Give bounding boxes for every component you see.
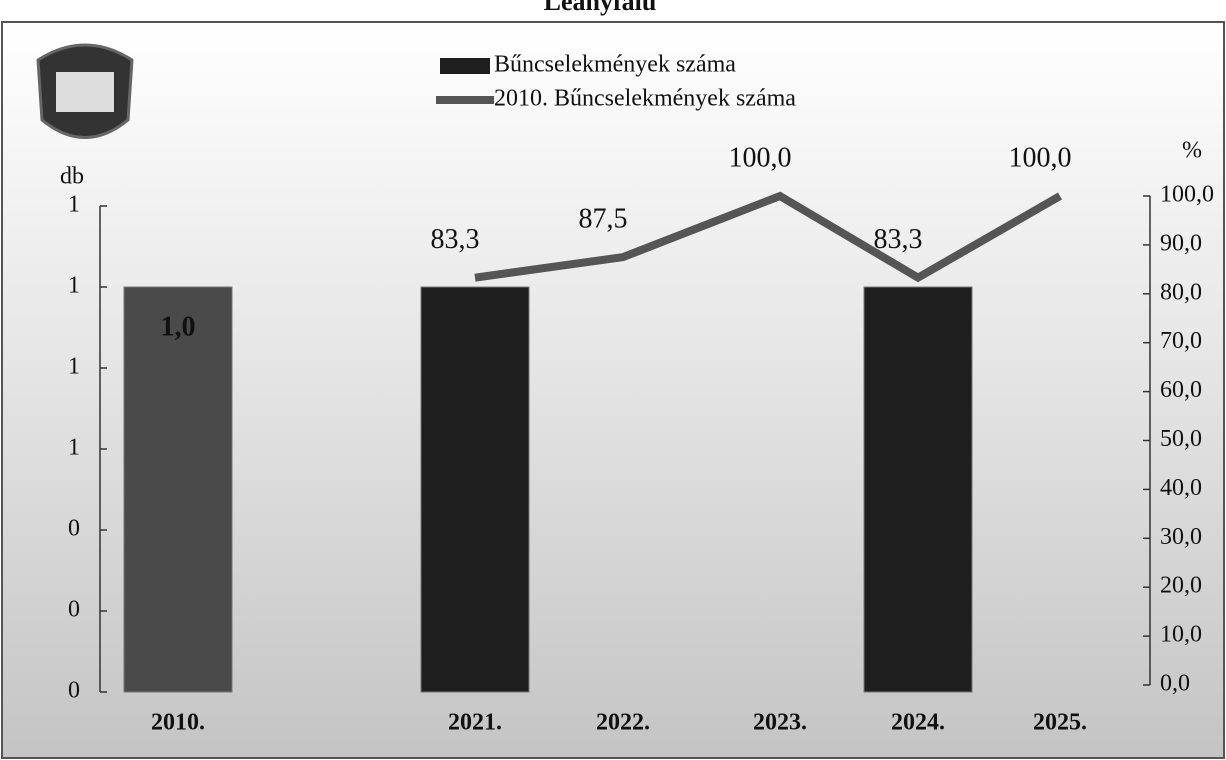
y-tick-label: 1 <box>68 192 80 218</box>
x-tick-label: 2024. <box>891 710 945 736</box>
x-tick-label: 2021. <box>448 710 502 736</box>
legend-label: Bűncselekmények száma <box>494 52 736 78</box>
y2-tick-label: 50,0 <box>1160 426 1202 452</box>
y2-tick-label: 60,0 <box>1160 377 1202 403</box>
y2-tick-label: 40,0 <box>1160 475 1202 501</box>
bar <box>123 286 233 693</box>
y2-tick-label: 70,0 <box>1160 328 1202 354</box>
value-label: 83,3 <box>874 224 923 255</box>
y2-tick-label: 90,0 <box>1160 230 1202 256</box>
y-tick-label: 1 <box>68 435 80 461</box>
chart-title: Leányfalu <box>544 0 657 16</box>
y-tick-label: 0 <box>68 597 80 623</box>
value-label: 100,0 <box>1009 142 1072 173</box>
line <box>474 191 1062 283</box>
legend-swatch <box>440 58 490 74</box>
y-axis-label: db <box>60 164 84 190</box>
x-tick-label: 2022. <box>596 710 650 736</box>
y-tick-label: 1 <box>68 273 80 299</box>
value-label: 100,0 <box>729 142 792 173</box>
y2-tick-label: 0,0 <box>1160 671 1190 697</box>
y-tick-label: 0 <box>68 678 80 704</box>
y2-tick-label: 20,0 <box>1160 573 1202 599</box>
x-tick-label: 2023. <box>753 710 807 736</box>
y2-tick-label: 100,0 <box>1160 182 1214 208</box>
y2-axis-label: % <box>1182 138 1202 164</box>
y-tick-label: 1 <box>68 354 80 380</box>
x-tick-label: 2010. <box>151 710 205 736</box>
y2-tick-label: 80,0 <box>1160 279 1202 305</box>
bar <box>420 286 530 693</box>
bar <box>863 286 973 693</box>
y2-tick-label: 30,0 <box>1160 524 1202 550</box>
value-label: 1,0 <box>161 311 196 342</box>
value-label: 87,5 <box>579 204 628 235</box>
y-tick-label: 0 <box>68 516 80 542</box>
x-tick-label: 2025. <box>1033 710 1087 736</box>
badge <box>36 43 134 139</box>
y2-tick-label: 10,0 <box>1160 622 1202 648</box>
legend-label: 2010. Bűncselekmények száma <box>494 86 796 112</box>
value-label: 83,3 <box>431 224 480 255</box>
